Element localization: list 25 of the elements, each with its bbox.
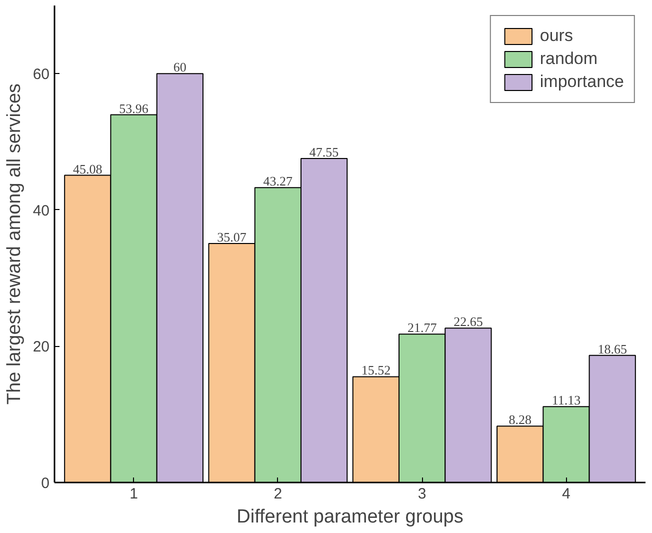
data-label: 18.65: [598, 341, 627, 356]
data-label: 35.07: [217, 230, 247, 245]
data-label: 45.08: [73, 161, 102, 176]
y-tick-label: 20: [32, 338, 50, 356]
data-label: 47.55: [309, 144, 339, 160]
x-tick-label: 1: [130, 486, 138, 502]
data-label: 11.13: [552, 392, 581, 408]
x-tick-label: 2: [274, 486, 282, 502]
data-label: 60: [173, 60, 186, 75]
y-tick-label: 40: [32, 202, 50, 220]
data-label: 21.77: [407, 320, 438, 336]
x-tick-label: 4: [562, 486, 570, 502]
x-tick-label: 3: [418, 486, 426, 502]
data-label: 8.28: [508, 412, 532, 428]
y-axis-title: The largest reward among all services: [4, 83, 25, 405]
y-tick-label: 0: [41, 475, 50, 492]
data-label: 53.96: [119, 100, 149, 116]
data-label: 15.52: [361, 362, 391, 378]
legend-label: ours: [540, 26, 573, 46]
legend-label: importance: [540, 72, 624, 92]
legend-label: random: [540, 49, 598, 69]
y-tick-label: 60: [32, 66, 50, 84]
data-label: 43.27: [263, 174, 294, 189]
data-label: 22.65: [454, 314, 483, 330]
x-axis-title: Different parameter groups: [236, 506, 464, 528]
